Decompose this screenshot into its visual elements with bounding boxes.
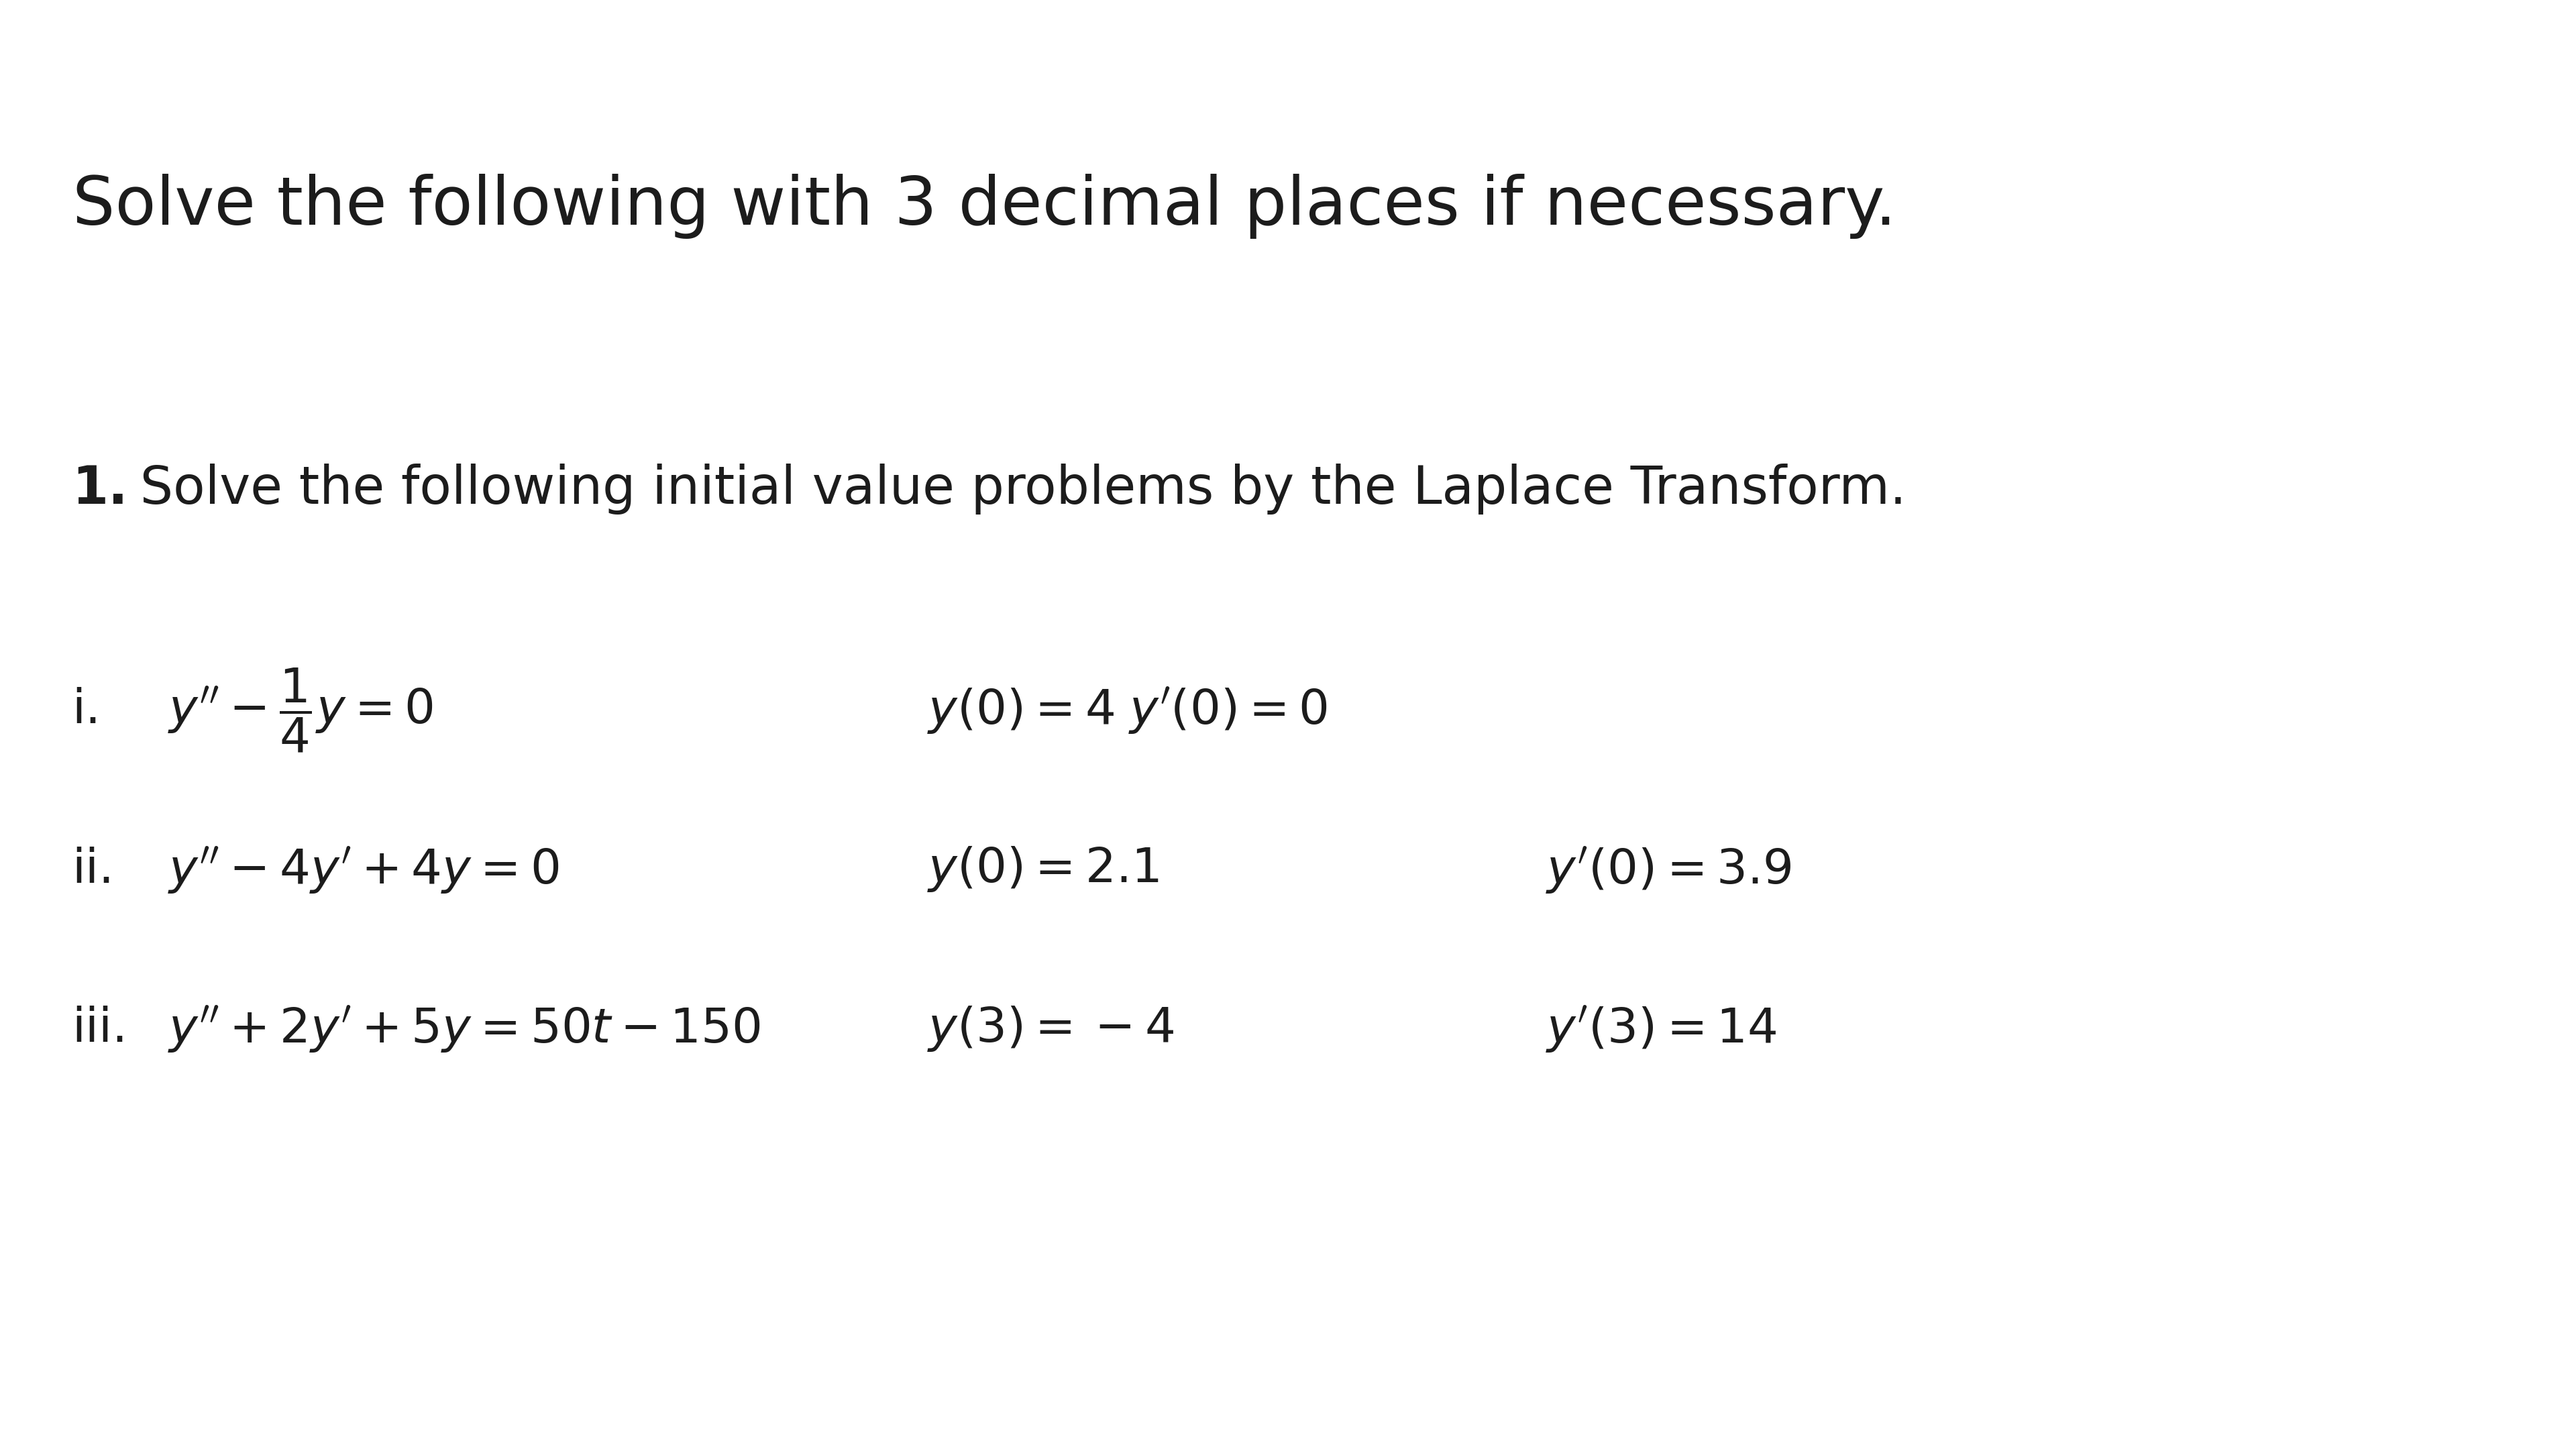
Text: $y'' + 2y' + 5y = 50t - 150$: $y'' + 2y' + 5y = 50t - 150$ [167,1004,760,1053]
Text: $y(0) = 4 \; y'(0) = 0$: $y(0) = 4 \; y'(0) = 0$ [927,685,1327,735]
Text: Solve the following initial value problems by the Laplace Transform.: Solve the following initial value proble… [124,464,1906,514]
Text: $y(0) = 2.1$: $y(0) = 2.1$ [927,845,1159,894]
Text: $y'(0) = 3.9$: $y'(0) = 3.9$ [1546,845,1790,894]
Text: 1.: 1. [72,464,129,514]
Text: $y'(3) = 14$: $y'(3) = 14$ [1546,1004,1777,1053]
Text: $y(3) = -4$: $y(3) = -4$ [927,1004,1175,1053]
Text: i.: i. [72,687,100,733]
Text: $y'' - 4y' + 4y = 0$: $y'' - 4y' + 4y = 0$ [167,845,559,894]
Text: $y'' - \dfrac{1}{4}y = 0$: $y'' - \dfrac{1}{4}y = 0$ [167,667,433,753]
Text: Solve the following with 3 decimal places if necessary.: Solve the following with 3 decimal place… [72,174,1896,239]
Text: iii.: iii. [72,1006,129,1052]
Text: ii.: ii. [72,846,113,893]
